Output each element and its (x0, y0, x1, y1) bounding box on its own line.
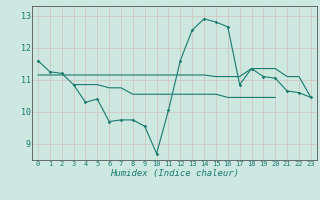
X-axis label: Humidex (Indice chaleur): Humidex (Indice chaleur) (110, 169, 239, 178)
